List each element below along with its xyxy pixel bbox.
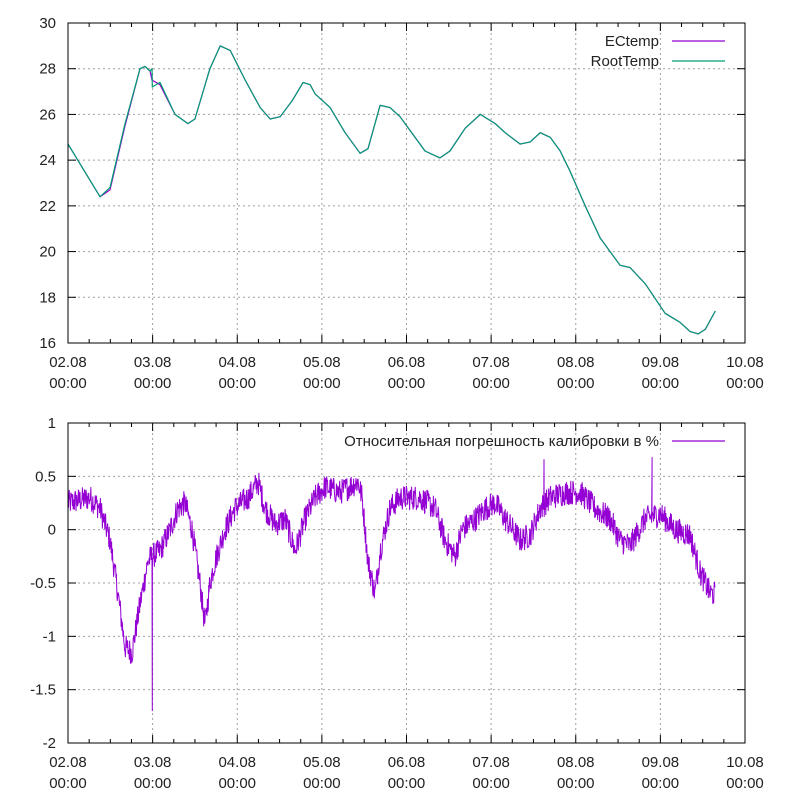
series-line-calibration-error [67, 457, 716, 712]
x-tick-label-time: 00:00 [642, 775, 680, 792]
y-tick-label: 0 [48, 522, 56, 539]
legend-label: Относительная погрешность калибровки в % [344, 433, 659, 450]
y-tick-label: -2 [43, 735, 56, 752]
y-tick-label: 28 [39, 61, 56, 78]
x-tick-label-time: 00:00 [557, 775, 595, 792]
y-tick-label: 30 [39, 15, 56, 32]
x-tick-label-date: 03.08 [134, 354, 172, 371]
x-tick-label-time: 00:00 [726, 375, 764, 392]
x-tick-label-date: 08.08 [557, 754, 595, 771]
x-tick-label-time: 00:00 [472, 775, 510, 792]
y-tick-label: -0.5 [30, 575, 56, 592]
x-tick-label-time: 00:00 [218, 775, 256, 792]
y-tick-label: 18 [39, 289, 56, 306]
x-tick-label-date: 10.08 [726, 754, 764, 771]
x-tick-label-date: 07.08 [472, 354, 510, 371]
y-tick-label: -1 [43, 628, 56, 645]
plot-frame [67, 22, 746, 344]
x-tick-label-time: 00:00 [49, 375, 87, 392]
x-tick-label-time: 00:00 [303, 375, 341, 392]
x-tick-label-date: 06.08 [388, 354, 426, 371]
y-tick-label: 26 [39, 106, 56, 123]
y-tick-label: 16 [39, 335, 56, 352]
x-tick-label-date: 09.08 [642, 354, 680, 371]
legend-label: ECtemp [605, 33, 659, 50]
temperature-panel: 16 18 20 22 24 26 28 30 02.08 00:00 03.08 00:00 04.0… [39, 15, 763, 392]
y-tick-label: 1 [48, 415, 56, 432]
x-tick-label-time: 00:00 [557, 375, 595, 392]
calibration-error-panel: -2 -1.5 -1 -0.5 0 0.5 1 02.08 00:00 03.08 00:00 04.… [30, 415, 764, 792]
plot-frame [67, 422, 746, 744]
x-tick-label-date: 05.08 [303, 354, 341, 371]
x-tick-label-time: 00:00 [642, 375, 680, 392]
x-tick-label-time: 00:00 [134, 775, 172, 792]
x-tick-label-time: 00:00 [726, 775, 764, 792]
x-tick-label-date: 07.08 [472, 754, 510, 771]
x-tick-label-date: 08.08 [557, 354, 595, 371]
x-tick-label-time: 00:00 [472, 375, 510, 392]
x-tick-label-time: 00:00 [134, 375, 172, 392]
y-tick-label: 22 [39, 198, 56, 215]
x-tick-label-date: 06.08 [388, 754, 426, 771]
x-tick-label-time: 00:00 [388, 375, 426, 392]
y-tick-label: 0.5 [35, 468, 56, 485]
series-line-roottemp [67, 45, 716, 335]
x-tick-label-time: 00:00 [303, 775, 341, 792]
series-line-ectemp [67, 45, 716, 335]
x-tick-label-time: 00:00 [388, 775, 426, 792]
legend-label: RootTemp [591, 53, 659, 70]
x-tick-label-date: 05.08 [303, 754, 341, 771]
y-tick-label: 24 [39, 152, 56, 169]
x-tick-label-time: 00:00 [49, 775, 87, 792]
x-tick-label-date: 09.08 [642, 754, 680, 771]
y-tick-label: 20 [39, 244, 56, 261]
y-tick-label: -1.5 [30, 682, 56, 699]
x-tick-label-date: 04.08 [218, 354, 256, 371]
x-tick-label-date: 10.08 [726, 354, 764, 371]
x-tick-label-date: 03.08 [134, 754, 172, 771]
x-tick-label-date: 02.08 [49, 754, 87, 771]
x-tick-label-date: 02.08 [49, 354, 87, 371]
x-tick-label-time: 00:00 [218, 375, 256, 392]
x-tick-label-date: 04.08 [218, 754, 256, 771]
